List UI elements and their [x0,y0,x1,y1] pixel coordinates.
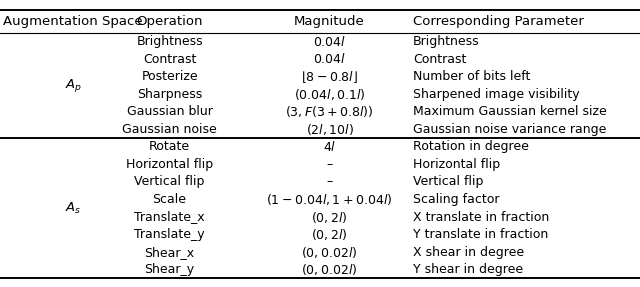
Text: Scale: Scale [152,193,187,206]
Text: 0.04$l$: 0.04$l$ [313,35,346,49]
Text: 0.04$l$: 0.04$l$ [313,52,346,66]
Text: Sharpened image visibility: Sharpened image visibility [413,88,579,101]
Text: $(0, 2l)$: $(0, 2l)$ [312,210,348,224]
Text: $(0, 0.02l)$: $(0, 0.02l)$ [301,245,358,259]
Text: Brightness: Brightness [136,35,203,48]
Text: Translate_y: Translate_y [134,228,205,241]
Text: Brightness: Brightness [413,35,479,48]
Text: Contrast: Contrast [143,53,196,66]
Text: Y translate in fraction: Y translate in fraction [413,228,548,241]
Text: Posterize: Posterize [141,70,198,83]
Text: $A_s$: $A_s$ [65,201,82,216]
Text: Vertical flip: Vertical flip [413,175,483,189]
Text: $(0.04l, 0.1l)$: $(0.04l, 0.1l)$ [294,87,365,102]
Text: $A_p$: $A_p$ [65,77,82,94]
Text: $(2l, 10l)$: $(2l, 10l)$ [306,122,353,137]
Text: –: – [326,175,333,189]
Text: Horizontal flip: Horizontal flip [126,158,213,171]
Text: Rotation in degree: Rotation in degree [413,140,529,153]
Text: Number of bits left: Number of bits left [413,70,530,83]
Text: Operation: Operation [136,15,203,28]
Text: $4l$: $4l$ [323,140,336,154]
Text: Gaussian blur: Gaussian blur [127,105,212,118]
Text: –: – [326,158,333,171]
Text: Sharpness: Sharpness [137,88,202,101]
Text: Contrast: Contrast [413,53,466,66]
Text: $(0, 2l)$: $(0, 2l)$ [312,227,348,242]
Text: Corresponding Parameter: Corresponding Parameter [413,15,584,28]
Text: Magnitude: Magnitude [294,15,365,28]
Text: Shear_x: Shear_x [145,246,195,259]
Text: Rotate: Rotate [149,140,190,153]
Text: $\lfloor 8-0.8l \rfloor$: $\lfloor 8-0.8l \rfloor$ [301,69,358,85]
Text: X shear in degree: X shear in degree [413,246,524,259]
Text: Gaussian noise: Gaussian noise [122,123,217,136]
Text: Vertical flip: Vertical flip [134,175,205,189]
Text: Gaussian noise variance range: Gaussian noise variance range [413,123,606,136]
Text: Augmentation Space: Augmentation Space [3,15,143,28]
Text: $(0, 0.02l)$: $(0, 0.02l)$ [301,262,358,277]
Text: Horizontal flip: Horizontal flip [413,158,500,171]
Text: Maximum Gaussian kernel size: Maximum Gaussian kernel size [413,105,607,118]
Text: X translate in fraction: X translate in fraction [413,210,549,224]
Text: $(1-0.04l, 1+0.04l)$: $(1-0.04l, 1+0.04l)$ [266,192,393,207]
Text: Shear_y: Shear_y [145,263,195,276]
Text: Y shear in degree: Y shear in degree [413,263,523,276]
Text: Scaling factor: Scaling factor [413,193,499,206]
Text: $(3, F(3+0.8l))$: $(3, F(3+0.8l))$ [285,104,374,119]
Text: Translate_x: Translate_x [134,210,205,224]
